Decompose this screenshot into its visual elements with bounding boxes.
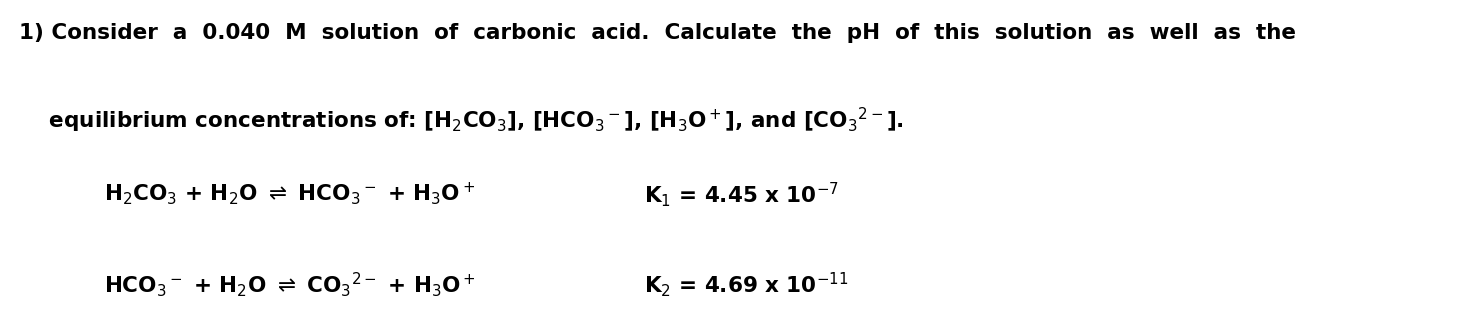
Text: K$_2$ = 4.69 x 10$^{-11}$: K$_2$ = 4.69 x 10$^{-11}$ [644, 270, 848, 299]
Text: K$_1$ = 4.45 x 10$^{-7}$: K$_1$ = 4.45 x 10$^{-7}$ [644, 180, 839, 209]
Text: HCO$_3$$^-$ + H$_2$O $\rightleftharpoons$ CO$_3$$^{2-}$ + H$_3$O$^+$: HCO$_3$$^-$ + H$_2$O $\rightleftharpoons… [104, 270, 475, 299]
Text: 1) Consider  a  0.040  M  solution  of  carbonic  acid.  Calculate  the  pH  of : 1) Consider a 0.040 M solution of carbon… [19, 23, 1296, 43]
Text: H$_2$CO$_3$ + H$_2$O $\rightleftharpoons$ HCO$_3$$^-$ + H$_3$O$^+$: H$_2$CO$_3$ + H$_2$O $\rightleftharpoons… [104, 180, 475, 207]
Text: equilibrium concentrations of: [H$_2$CO$_3$], [HCO$_3$$^-$], [H$_3$O$^+$], and [: equilibrium concentrations of: [H$_2$CO$… [19, 106, 904, 136]
